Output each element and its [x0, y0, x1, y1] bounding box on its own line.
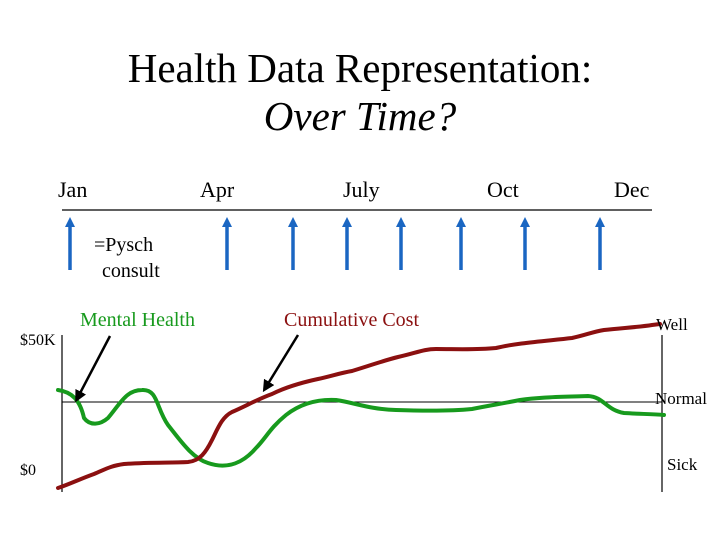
mental-health-label: Mental Health	[80, 309, 195, 331]
consult-marker-label-line-1: =Pysch	[94, 234, 154, 256]
month-label-july: July	[343, 177, 380, 202]
month-label-apr: Apr	[200, 177, 235, 202]
y-axis-top-label: $50K	[20, 332, 56, 349]
state-label-normal: Normal	[655, 389, 707, 408]
cumulative-cost-pointer-arrow	[262, 334, 300, 393]
mental-health-pointer-arrow	[75, 335, 112, 403]
title-line-2: Over Time?	[263, 93, 457, 139]
cumulative-cost-curve	[56, 322, 662, 490]
consult-marker-label: =Pysch consult	[94, 232, 160, 284]
month-label-dec: Dec	[614, 177, 650, 202]
title-line-1: Health Data Representation:	[127, 45, 593, 91]
state-label-well: Well	[656, 315, 688, 334]
consult-marker-label-line-2: consult	[102, 260, 160, 282]
month-label-jan: Jan	[58, 177, 88, 202]
state-label-sick: Sick	[667, 455, 698, 474]
y-axis-bottom-label: $0	[20, 462, 36, 479]
consult-arrows	[65, 217, 605, 270]
mental-health-curve	[56, 388, 666, 468]
slide-title: Health Data Representation: Over Time?	[0, 44, 720, 140]
cumulative-cost-label: Cumulative Cost	[284, 309, 419, 331]
month-label-oct: Oct	[487, 177, 519, 202]
